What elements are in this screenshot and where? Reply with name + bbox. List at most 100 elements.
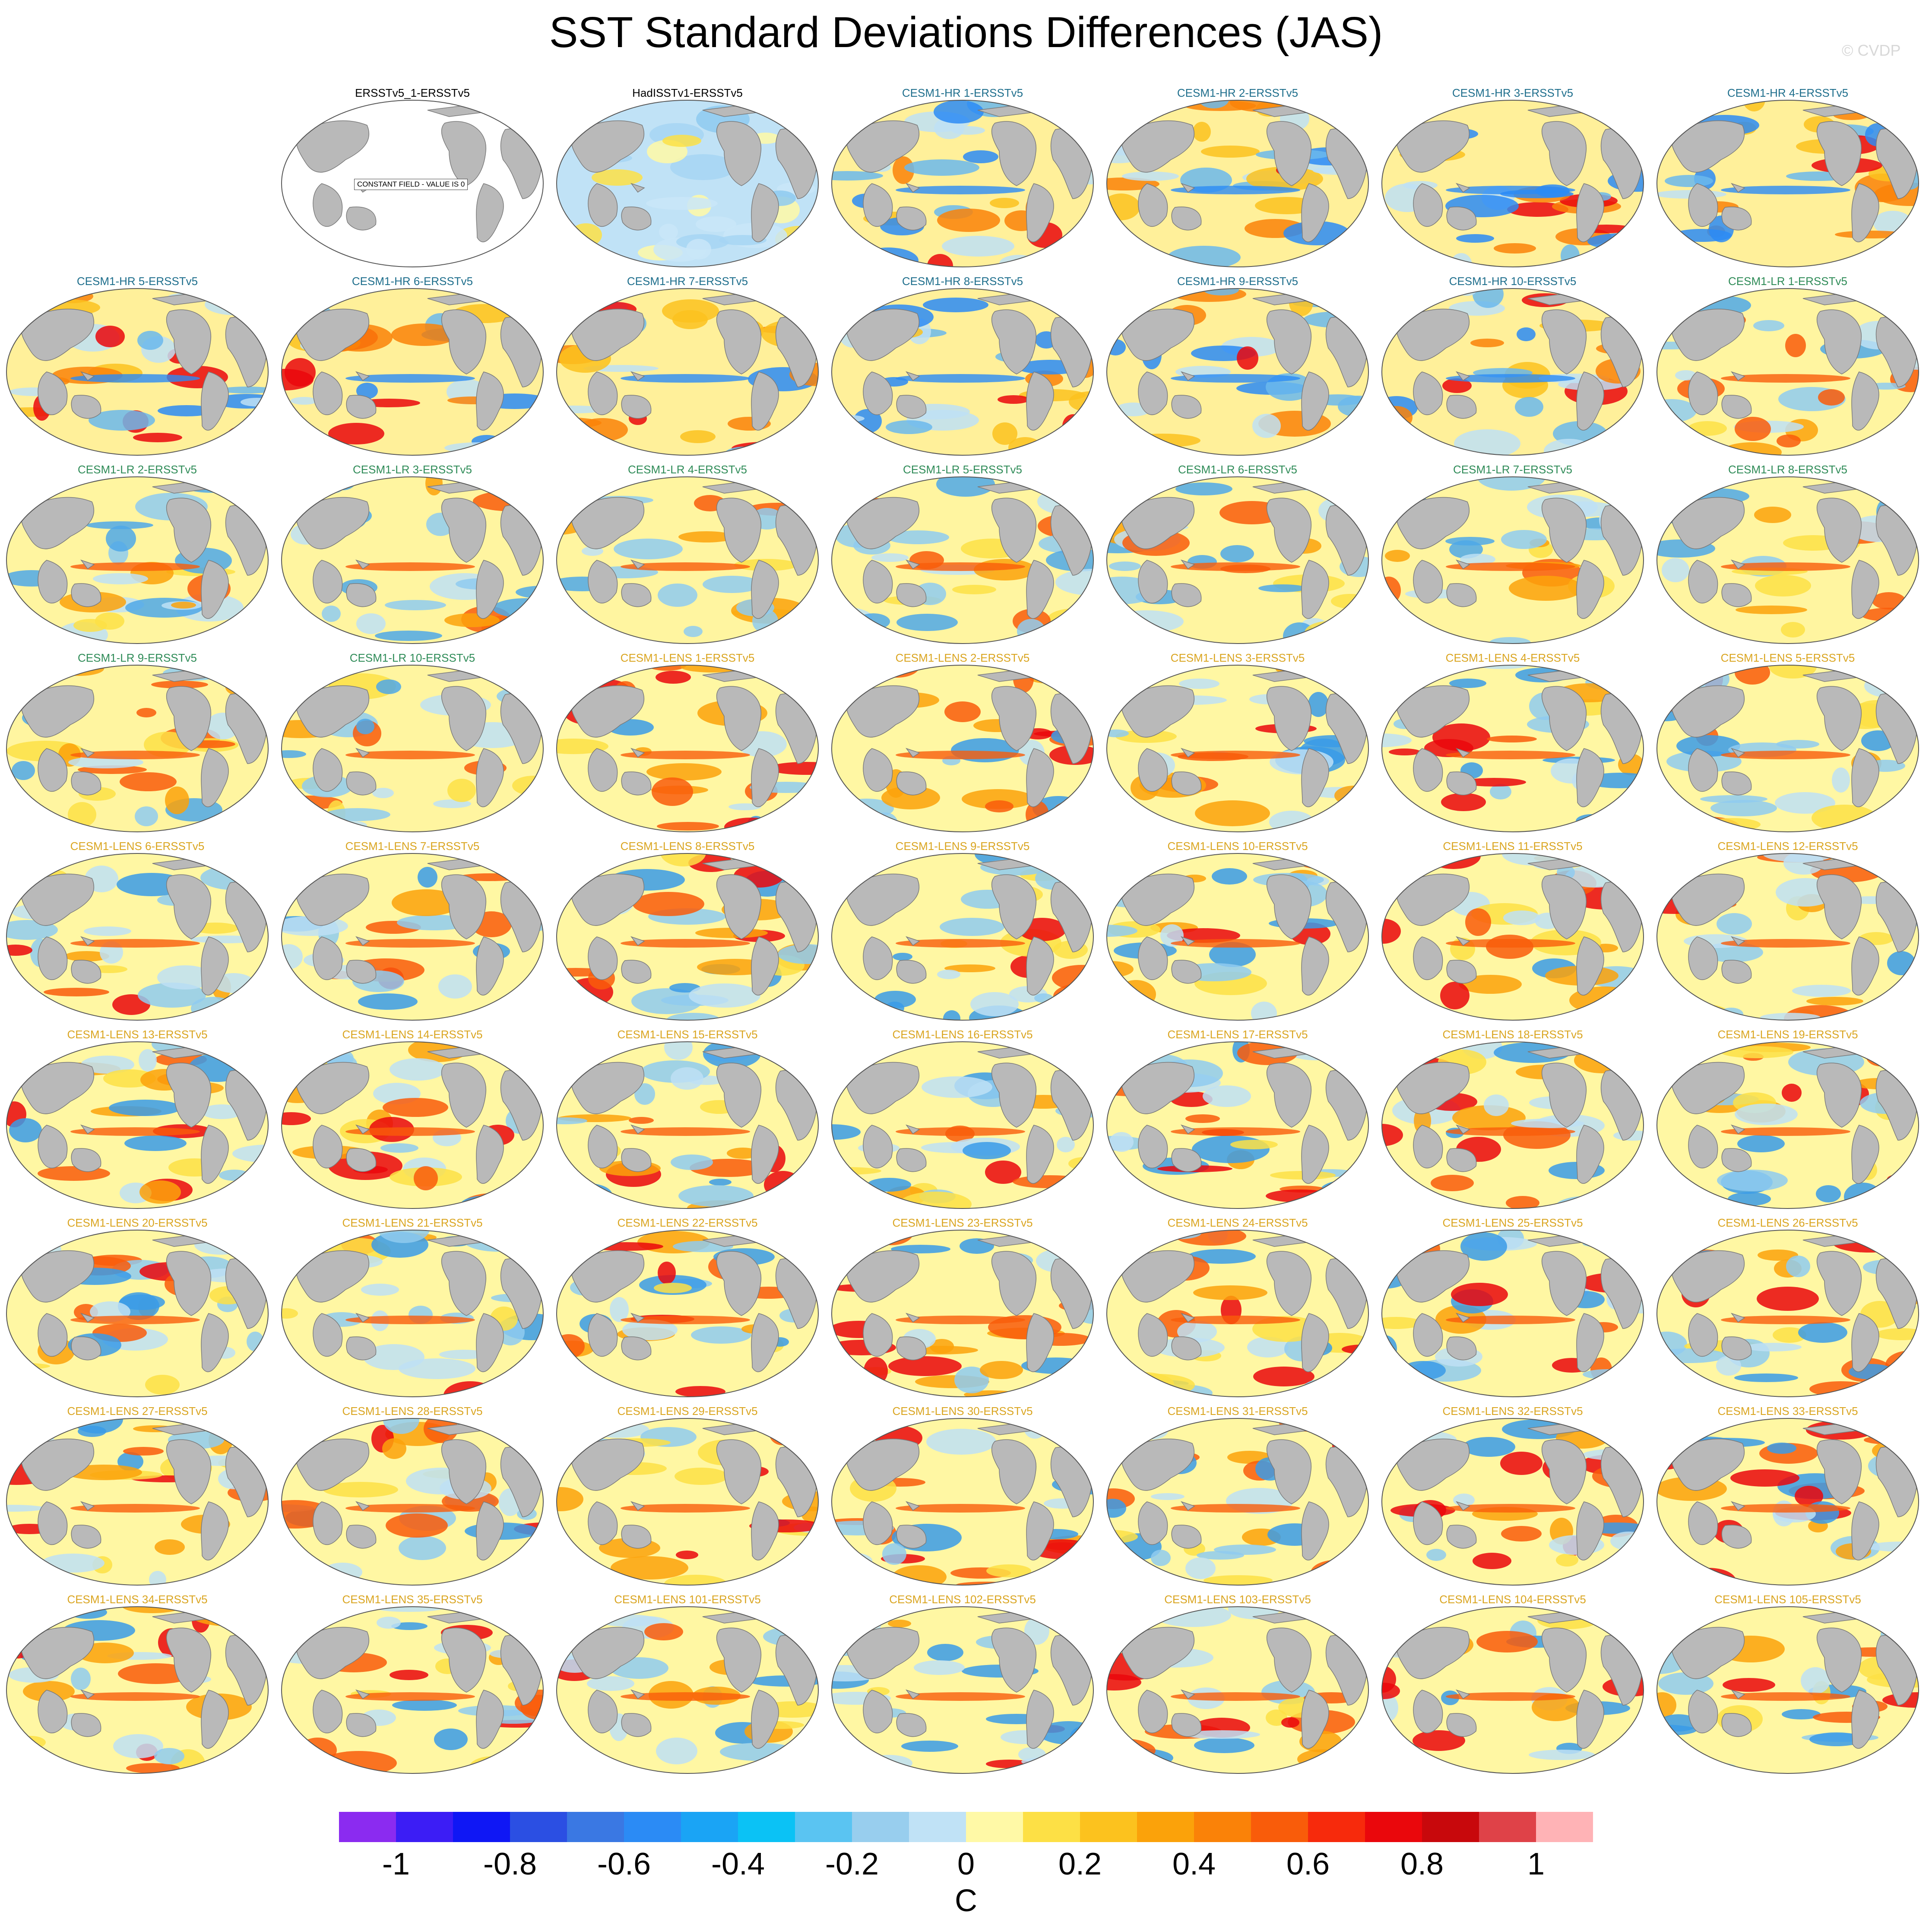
- anomaly-patch: [1777, 435, 1801, 447]
- land-mass: [1396, 1250, 1470, 1303]
- anomaly-patch: [523, 678, 543, 699]
- panel-title: CESM1-HR 1-ERSSTv5: [902, 86, 1023, 99]
- land-mass: [1446, 395, 1477, 419]
- anomaly-patch: [1465, 908, 1491, 936]
- land-mass: [1576, 936, 1604, 996]
- land-mass: [313, 748, 343, 792]
- land-mass: [355, 936, 370, 946]
- anomaly-patch: [1872, 592, 1906, 609]
- anomaly-patch: [954, 1367, 989, 1393]
- map-outline: [1381, 853, 1644, 1021]
- land-mass: [905, 1313, 920, 1323]
- land-mass: [1413, 371, 1443, 415]
- map-outline: [556, 1230, 819, 1397]
- land-mass: [846, 1438, 920, 1491]
- land-mass: [1413, 183, 1443, 227]
- anomaly-patch: [1665, 175, 1713, 187]
- land-mass: [1721, 583, 1752, 607]
- anomaly-patch: [321, 1751, 397, 1773]
- map-outline: [1656, 1606, 1919, 1774]
- panel-title: CESM1-LENS 25-ERSSTv5: [1442, 1216, 1583, 1229]
- land-mass: [863, 371, 893, 415]
- anomaly-patch: [291, 397, 317, 405]
- land-mass: [1730, 748, 1745, 758]
- land-mass: [716, 121, 761, 186]
- anomaly-patch: [1613, 1758, 1636, 1769]
- land-mass: [313, 560, 343, 604]
- anomaly-patch: [963, 1142, 1011, 1159]
- anomaly-patch: [696, 216, 736, 232]
- land-mass: [905, 748, 920, 758]
- land-mass: [1266, 1062, 1311, 1128]
- anomaly-patch: [1736, 606, 1807, 614]
- anomaly-patch: [6, 1505, 45, 1512]
- land-mass: [313, 183, 343, 227]
- land-mass: [905, 371, 920, 381]
- world-map: [1106, 476, 1369, 644]
- anomaly-patch: [1440, 982, 1470, 1009]
- equatorial-band: [1721, 562, 1850, 571]
- map-outline: [1381, 1418, 1644, 1586]
- map-panel: CESM1-LENS 26-ERSSTv5: [1652, 1216, 1924, 1402]
- land-mass: [346, 206, 377, 231]
- anomaly-patch: [1297, 1230, 1345, 1240]
- land-mass: [296, 1062, 370, 1114]
- map-outline: [281, 100, 544, 267]
- anomaly-patch: [1532, 1694, 1580, 1721]
- anomaly-patch: [686, 239, 711, 260]
- map-outline: [556, 288, 819, 456]
- land-mass: [1413, 936, 1443, 980]
- colorbar-cell: [567, 1812, 624, 1842]
- anomaly-patch: [282, 1112, 311, 1125]
- anomaly-patch: [1657, 1616, 1677, 1641]
- world-map: [1106, 100, 1369, 267]
- map-panel: CESM1-LENS 20-ERSSTv5: [1, 1216, 273, 1402]
- anomaly-patch: [691, 1326, 751, 1344]
- anomaly-patch: [239, 1059, 268, 1078]
- anomaly-patch: [1327, 289, 1368, 313]
- land-mass: [476, 748, 504, 807]
- map-outline: [6, 476, 269, 644]
- land-mass: [71, 1713, 101, 1737]
- anomaly-patch: [497, 823, 531, 831]
- world-map: [281, 100, 544, 267]
- land-mass: [1266, 686, 1311, 751]
- land-mass: [621, 960, 652, 984]
- land-mass: [751, 936, 779, 996]
- anomaly-patch: [1252, 414, 1281, 438]
- equatorial-band: [1446, 1316, 1575, 1324]
- land-mass: [1301, 1125, 1329, 1184]
- anomaly-patch: [899, 1192, 972, 1208]
- equatorial-band: [1446, 374, 1575, 383]
- equatorial-band: [621, 751, 750, 759]
- land-mass: [71, 1525, 101, 1549]
- land-mass: [1396, 1062, 1470, 1114]
- land-mass: [991, 1439, 1036, 1504]
- anomaly-patch: [139, 1049, 157, 1072]
- world-map: [281, 1041, 544, 1209]
- panel-title: CESM1-LENS 21-ERSSTv5: [342, 1216, 483, 1229]
- anomaly-patch: [709, 1179, 732, 1186]
- land-mass: [1266, 498, 1311, 563]
- anomaly-patch: [1476, 1631, 1538, 1652]
- equatorial-band: [345, 1316, 475, 1324]
- equatorial-band: [345, 1127, 475, 1136]
- land-mass: [21, 1438, 95, 1491]
- anomaly-patch: [1185, 1557, 1216, 1579]
- anomaly-patch: [248, 485, 267, 496]
- land-mass: [905, 559, 920, 570]
- world-map: [556, 1606, 819, 1774]
- land-mass: [1816, 498, 1862, 563]
- anomaly-patch: [1569, 1042, 1605, 1049]
- anomaly-patch: [6, 504, 29, 515]
- land-mass: [1455, 371, 1470, 381]
- anomaly-patch: [937, 970, 960, 979]
- anomaly-patch: [570, 814, 604, 824]
- map-outline: [831, 665, 1094, 832]
- land-mass: [630, 183, 645, 193]
- map-outline: [1106, 1230, 1369, 1397]
- anomaly-patch: [171, 602, 196, 609]
- panel-title: CESM1-LENS 34-ERSSTv5: [67, 1593, 208, 1606]
- map-panel: CESM1-HR 6-ERSSTv5: [276, 275, 548, 460]
- equatorial-band: [621, 1127, 750, 1136]
